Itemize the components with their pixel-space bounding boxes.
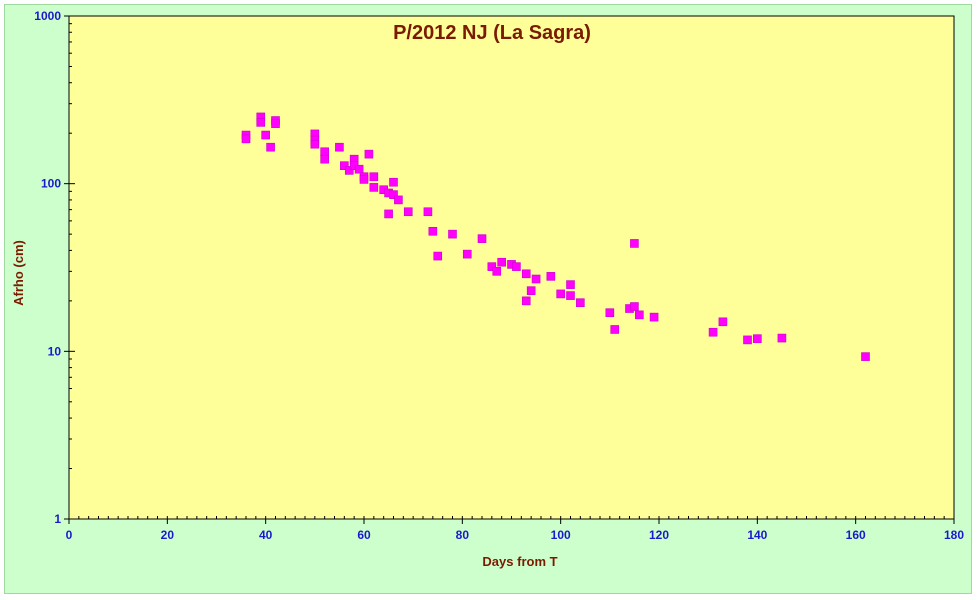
x-tick-label: 180 — [944, 528, 964, 542]
x-tick-label: 140 — [747, 528, 767, 542]
data-point — [531, 274, 541, 284]
scatter-chart: 0 20 40 60 80 100 120 140 160 180 1 10 100 1000 P/20… — [11, 9, 964, 569]
data-points — [241, 112, 870, 361]
data-point — [861, 352, 870, 361]
data-point — [256, 118, 266, 127]
data-point — [320, 154, 329, 164]
y-tick-label: 10 — [48, 344, 62, 358]
x-tick-label: 80 — [456, 528, 470, 542]
data-point — [487, 262, 497, 271]
x-axis-title: Days from T — [482, 554, 557, 569]
data-point — [271, 119, 280, 128]
y-axis-title: Afrho (cm) — [11, 240, 26, 306]
data-point — [369, 172, 379, 182]
x-tick-label: 100 — [551, 528, 571, 542]
data-point — [394, 195, 403, 205]
data-point — [576, 298, 585, 308]
data-point — [556, 289, 565, 299]
data-point — [266, 142, 275, 152]
data-point — [708, 327, 718, 337]
data-point — [359, 175, 369, 184]
x-tick-label: 60 — [357, 528, 371, 542]
data-point — [718, 317, 728, 327]
data-point — [344, 166, 354, 175]
data-point — [497, 257, 506, 267]
data-point — [546, 272, 556, 281]
data-point — [428, 226, 438, 236]
data-point — [777, 333, 787, 343]
x-tick-label: 0 — [66, 528, 73, 542]
data-point — [403, 207, 413, 217]
data-point — [369, 183, 379, 192]
data-point — [630, 239, 639, 248]
data-point — [521, 296, 531, 306]
data-point — [320, 147, 329, 157]
data-point — [492, 267, 502, 276]
y-tick-label: 1 — [54, 512, 61, 526]
data-point — [364, 149, 374, 159]
x-tick-label: 160 — [846, 528, 866, 542]
data-point — [241, 134, 251, 144]
data-point — [635, 310, 644, 320]
data-point — [649, 312, 659, 322]
data-point — [340, 161, 349, 170]
data-point — [566, 280, 575, 289]
data-point — [630, 302, 639, 311]
data-point — [477, 234, 487, 243]
x-minor-ticks — [68, 516, 955, 519]
y-axis: 1 10 100 1000 — [34, 9, 75, 526]
data-point — [433, 251, 443, 261]
y-tick-label: 1000 — [34, 9, 61, 23]
data-point — [605, 308, 615, 317]
data-point — [610, 325, 620, 334]
data-point — [354, 164, 364, 174]
chart-container: 0 20 40 60 80 100 120 140 160 180 1 10 100 1000 P/20… — [4, 4, 972, 594]
data-point — [423, 207, 433, 217]
data-point — [526, 286, 536, 295]
y-minor-ticks — [69, 23, 72, 470]
data-point — [753, 334, 762, 343]
x-tick-label: 40 — [259, 528, 273, 542]
data-point — [743, 335, 752, 345]
data-point — [448, 229, 457, 239]
data-point — [566, 291, 575, 300]
data-point — [462, 249, 472, 259]
data-point — [389, 190, 398, 199]
data-point — [384, 209, 393, 219]
x-tick-label: 120 — [649, 528, 669, 542]
chart-title: P/2012 NJ (La Sagra) — [393, 22, 591, 44]
x-tick-label: 20 — [161, 528, 175, 542]
data-point — [335, 142, 344, 152]
data-point — [512, 262, 521, 271]
x-axis: 0 20 40 60 80 100 120 140 160 180 — [66, 519, 964, 542]
data-point — [261, 130, 270, 140]
data-point — [389, 177, 398, 187]
y-tick-label: 100 — [41, 177, 61, 191]
data-point — [310, 139, 320, 149]
data-point — [521, 269, 531, 279]
